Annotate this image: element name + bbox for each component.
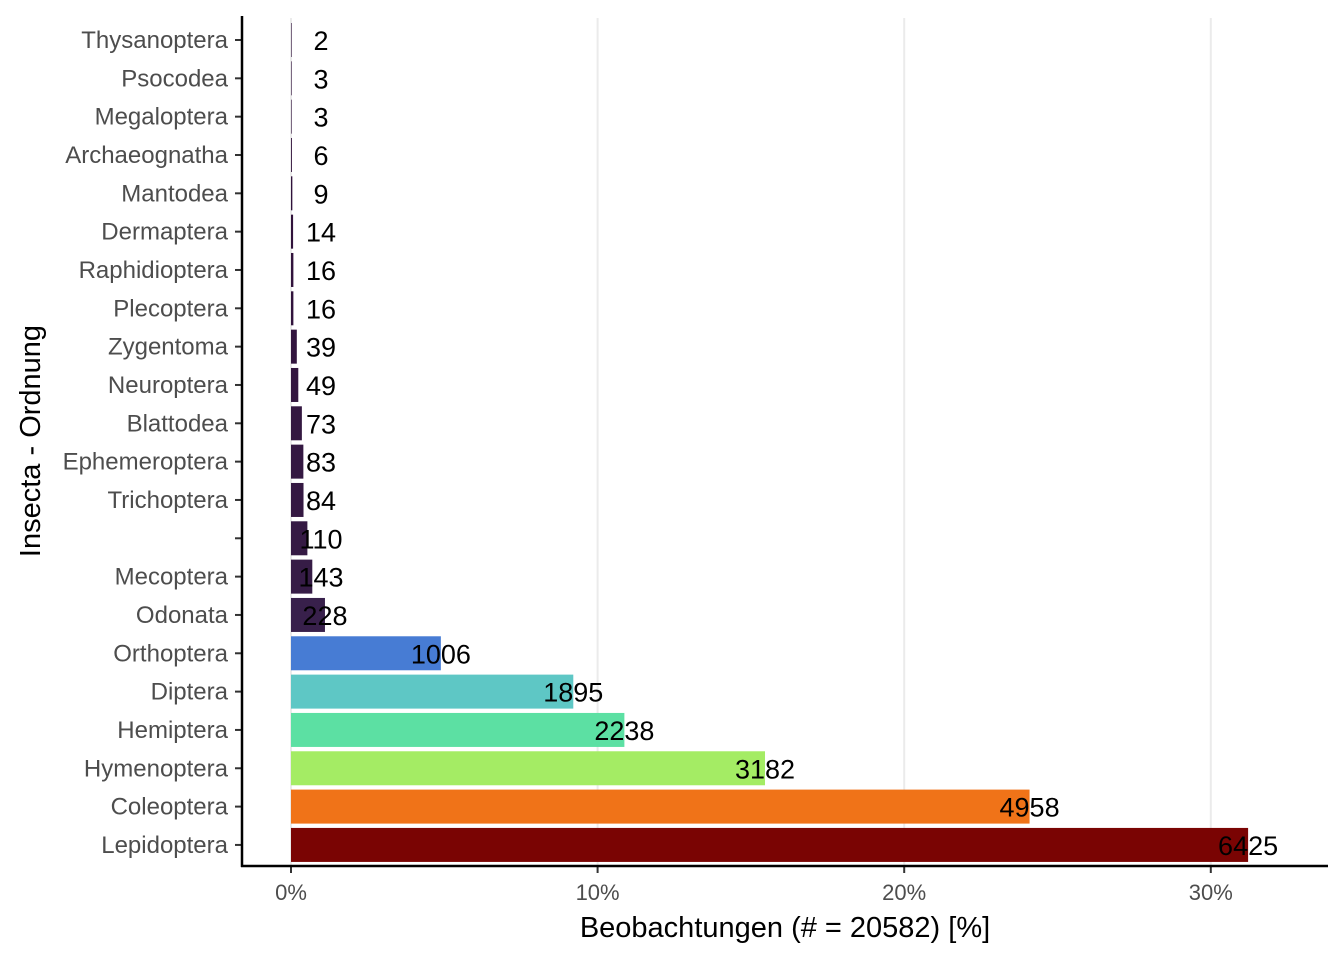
y-tick-label-5: Dermaptera xyxy=(101,219,228,246)
y-tick-label-12: Trichoptera xyxy=(108,487,229,514)
y-tick-label-6: Raphidioptera xyxy=(79,257,229,284)
value-label-trichoptera: 84 xyxy=(306,486,336,516)
value-label-unnamed: 110 xyxy=(299,524,342,554)
value-label-dermaptera: 14 xyxy=(306,218,336,248)
bar-archaeognatha xyxy=(291,137,292,172)
value-label-archaeognatha: 6 xyxy=(313,141,328,171)
x-tick-label-3: 30% xyxy=(1189,880,1233,905)
bar-ephemeroptera xyxy=(291,444,304,479)
y-axis-title: Insecta - Ordnung xyxy=(15,325,47,557)
bar-dermaptera xyxy=(291,214,294,249)
value-label-thysanoptera: 2 xyxy=(313,26,328,56)
bar-hemiptera xyxy=(291,712,625,747)
value-label-zygentoma: 39 xyxy=(306,333,336,363)
bar-mecoptera xyxy=(291,559,313,594)
value-label-diptera: 1895 xyxy=(543,678,603,708)
y-tick-label-9: Neuroptera xyxy=(108,372,229,399)
value-label-odonata: 228 xyxy=(302,601,347,631)
y-tick-label-19: Hymenoptera xyxy=(84,755,229,782)
y-tick-label-11: Ephemeroptera xyxy=(63,449,229,476)
bar-plecoptera xyxy=(291,291,294,326)
y-tick-label-20: Coleoptera xyxy=(111,794,229,821)
x-tick-label-1: 10% xyxy=(576,880,620,905)
y-tick-label-0: Thysanoptera xyxy=(81,27,228,54)
y-tick-label-4: Mantodea xyxy=(121,180,228,207)
bar-psocodea xyxy=(291,61,292,96)
bars xyxy=(291,23,1249,862)
x-tick-label-0: 0% xyxy=(275,880,307,905)
y-tick-label-3: Archaeognatha xyxy=(65,142,228,169)
x-axis: 0% 10% 20% 30% xyxy=(241,864,1328,905)
y-tick-label-14: Mecoptera xyxy=(115,564,229,591)
value-label-hemiptera: 2238 xyxy=(594,716,654,746)
bar-coleoptera xyxy=(291,789,1030,824)
bar-hymenoptera xyxy=(291,751,766,786)
bar-neuroptera xyxy=(291,367,299,402)
y-tick-label-21: Lepidoptera xyxy=(101,832,228,859)
y-tick-label-15: Odonata xyxy=(136,602,229,629)
bar-thysanoptera xyxy=(291,23,292,57)
y-tick-label-8: Zygentoma xyxy=(108,334,229,361)
value-label-neuroptera: 49 xyxy=(306,371,336,401)
value-label-hymenoptera: 3182 xyxy=(735,754,795,784)
bar-lepidoptera xyxy=(291,827,1249,862)
y-tick-label-7: Plecoptera xyxy=(113,295,228,322)
value-label-lepidoptera: 6425 xyxy=(1218,831,1278,861)
y-tick-label-17: Diptera xyxy=(151,679,229,706)
y-tick-label-10: Blattodea xyxy=(127,410,229,437)
bar-raphidioptera xyxy=(291,252,294,287)
y-axis: Thysanoptera Psocodea Megaloptera Archaeogn… xyxy=(63,16,244,867)
value-label-blattodea: 73 xyxy=(306,409,336,439)
bar-odonata xyxy=(291,597,325,632)
bar-orthoptera xyxy=(291,636,441,671)
value-label-mantodea: 9 xyxy=(313,179,328,209)
y-tick-label-1: Psocodea xyxy=(121,65,228,92)
y-tick-label-2: Megaloptera xyxy=(95,104,229,131)
bar-megaloptera xyxy=(291,99,292,134)
value-labels: 2 3 3 6 9 14 16 16 39 49 73 83 84 110 143 228 1006 1895 22… xyxy=(298,26,1278,861)
value-label-raphidioptera: 16 xyxy=(306,256,336,286)
bar-trichoptera xyxy=(291,482,304,517)
y-tick-label-16: Orthoptera xyxy=(113,640,228,667)
value-label-ephemeroptera: 83 xyxy=(306,448,336,478)
value-label-psocodea: 3 xyxy=(313,64,328,94)
value-label-coleoptera: 4958 xyxy=(1000,793,1060,823)
bar-mantodea xyxy=(291,176,293,211)
value-label-megaloptera: 3 xyxy=(313,103,328,133)
y-tick-label-18: Hemiptera xyxy=(117,717,228,744)
value-label-plecoptera: 16 xyxy=(306,294,336,324)
x-tick-label-2: 20% xyxy=(882,880,926,905)
bar-blattodea xyxy=(291,406,302,441)
x-axis-title: Beobachtungen (# = 20582) [%] xyxy=(580,912,990,944)
bar-diptera xyxy=(291,674,574,709)
bar-unnamed xyxy=(291,521,308,556)
bar-zygentoma xyxy=(291,329,297,364)
value-label-mecoptera: 143 xyxy=(298,563,343,593)
value-label-orthoptera: 1006 xyxy=(411,639,471,669)
